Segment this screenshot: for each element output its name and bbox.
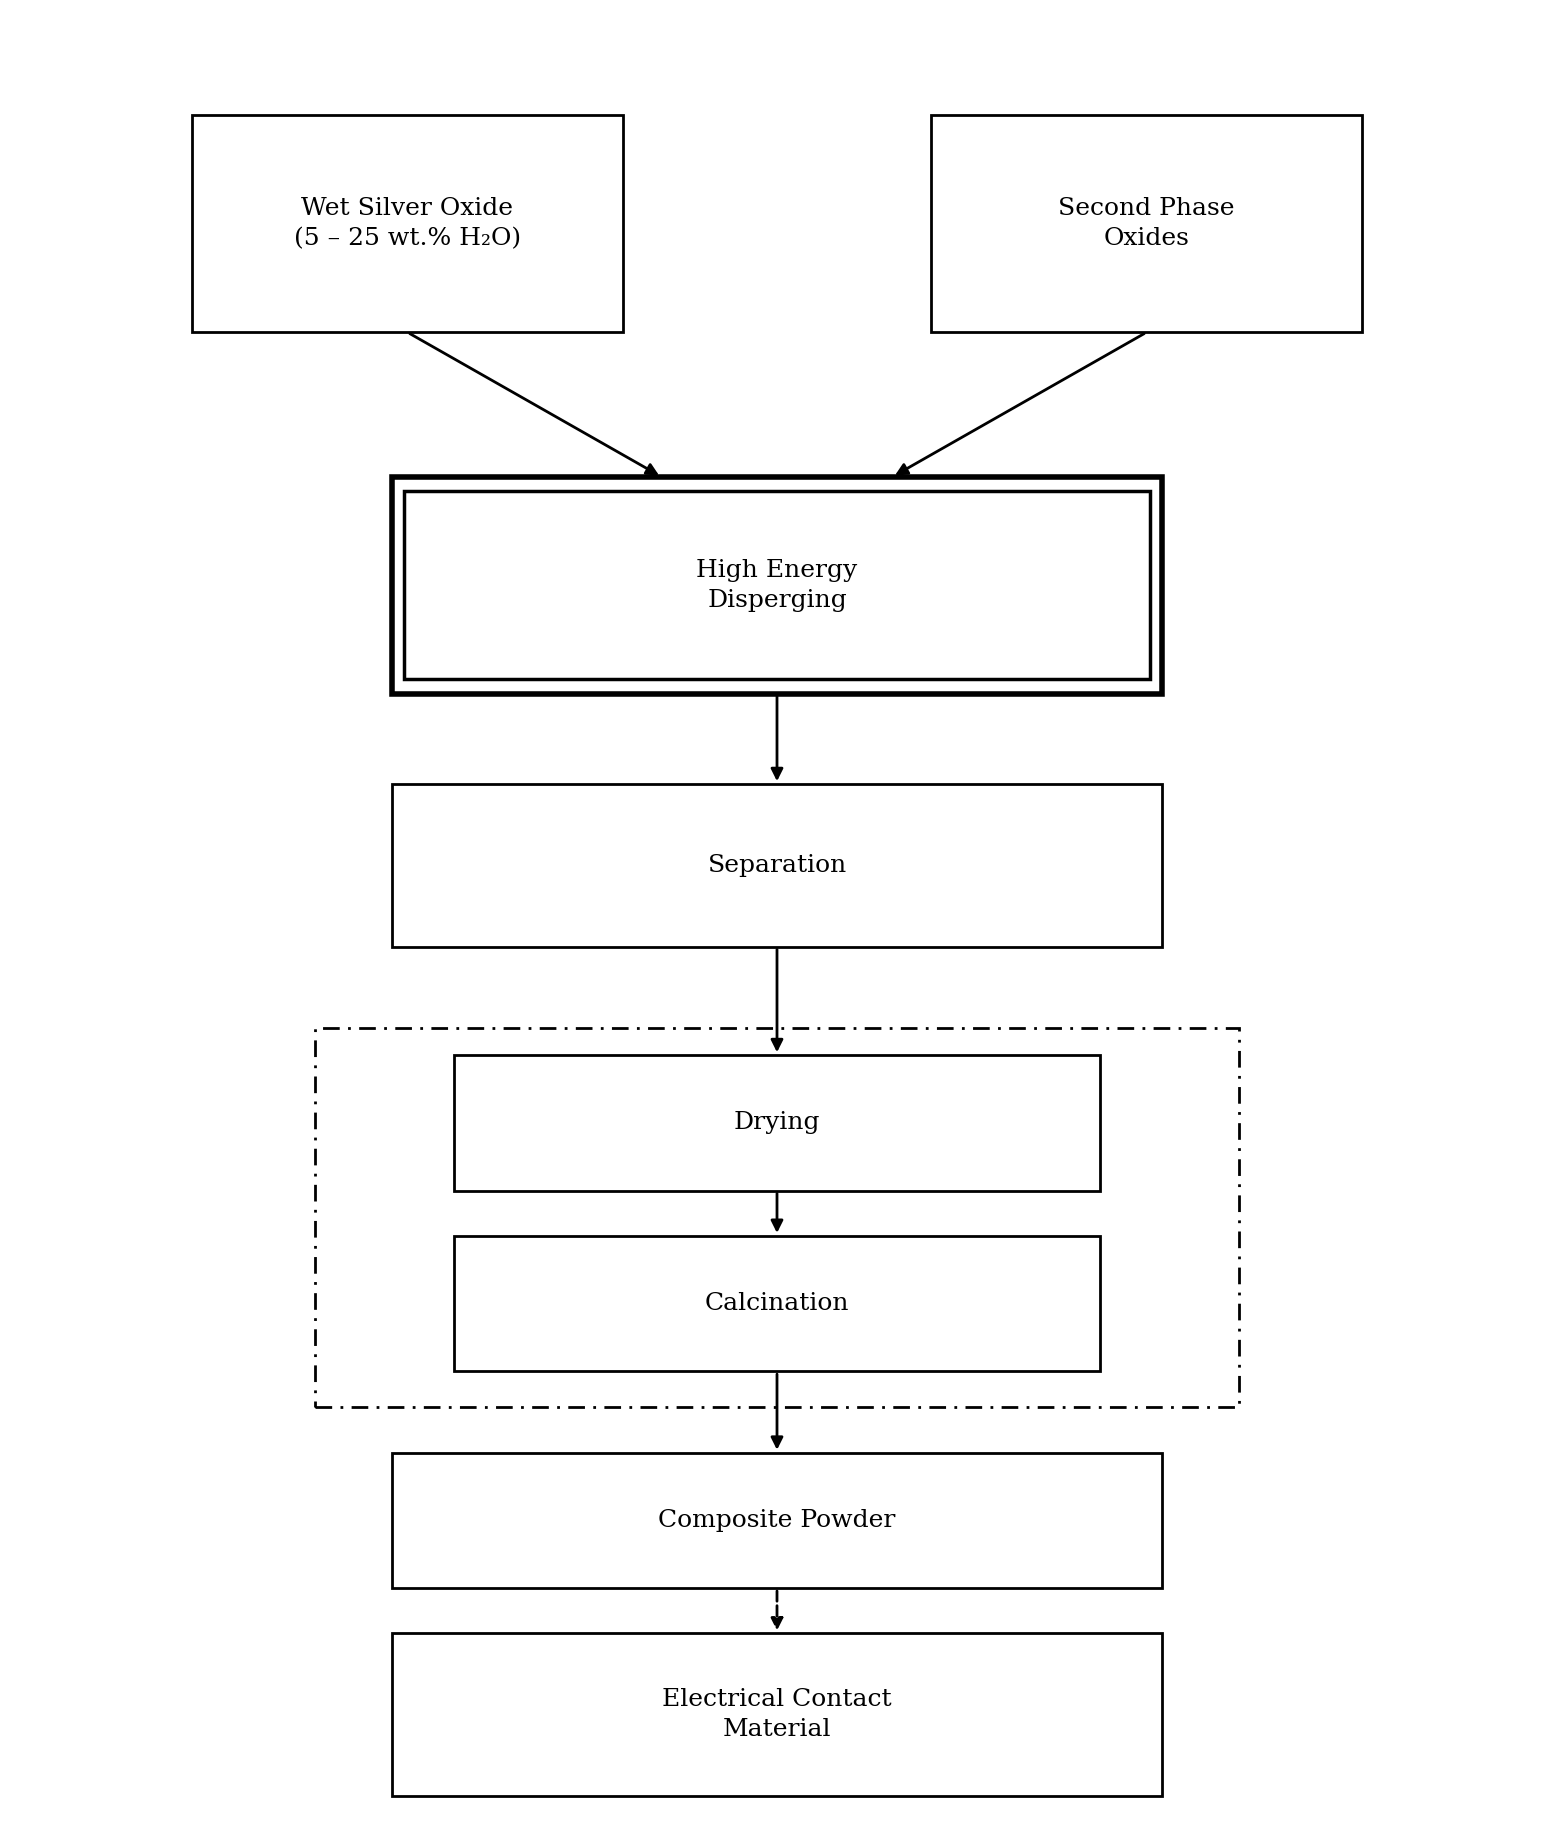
- Text: Drying: Drying: [733, 1111, 821, 1134]
- Text: Calcination: Calcination: [706, 1293, 848, 1315]
- FancyBboxPatch shape: [392, 1633, 1162, 1796]
- FancyBboxPatch shape: [454, 1236, 1100, 1371]
- Text: Composite Powder: Composite Powder: [659, 1510, 895, 1531]
- FancyBboxPatch shape: [404, 492, 1150, 679]
- FancyBboxPatch shape: [392, 1453, 1162, 1588]
- FancyBboxPatch shape: [931, 115, 1363, 331]
- FancyBboxPatch shape: [392, 477, 1162, 694]
- Text: Electrical Contact
Material: Electrical Contact Material: [662, 1688, 892, 1741]
- FancyBboxPatch shape: [392, 785, 1162, 947]
- Text: Wet Silver Oxide
(5 – 25 wt.% H₂O): Wet Silver Oxide (5 – 25 wt.% H₂O): [294, 197, 521, 251]
- FancyBboxPatch shape: [191, 115, 623, 331]
- Text: High Energy
Disperging: High Energy Disperging: [696, 559, 858, 612]
- Text: Second Phase
Oxides: Second Phase Oxides: [1058, 197, 1235, 251]
- Text: Separation: Separation: [707, 854, 847, 878]
- FancyBboxPatch shape: [454, 1054, 1100, 1191]
